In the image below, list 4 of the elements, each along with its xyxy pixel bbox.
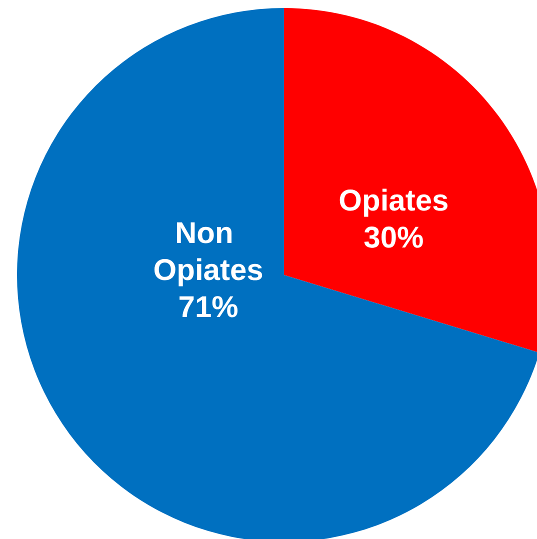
- slice-label: Non Opiates: [153, 216, 264, 287]
- data-label: 30%: [364, 222, 424, 255]
- slice-label: Opiates: [338, 184, 449, 218]
- data-label: 71%: [178, 290, 238, 324]
